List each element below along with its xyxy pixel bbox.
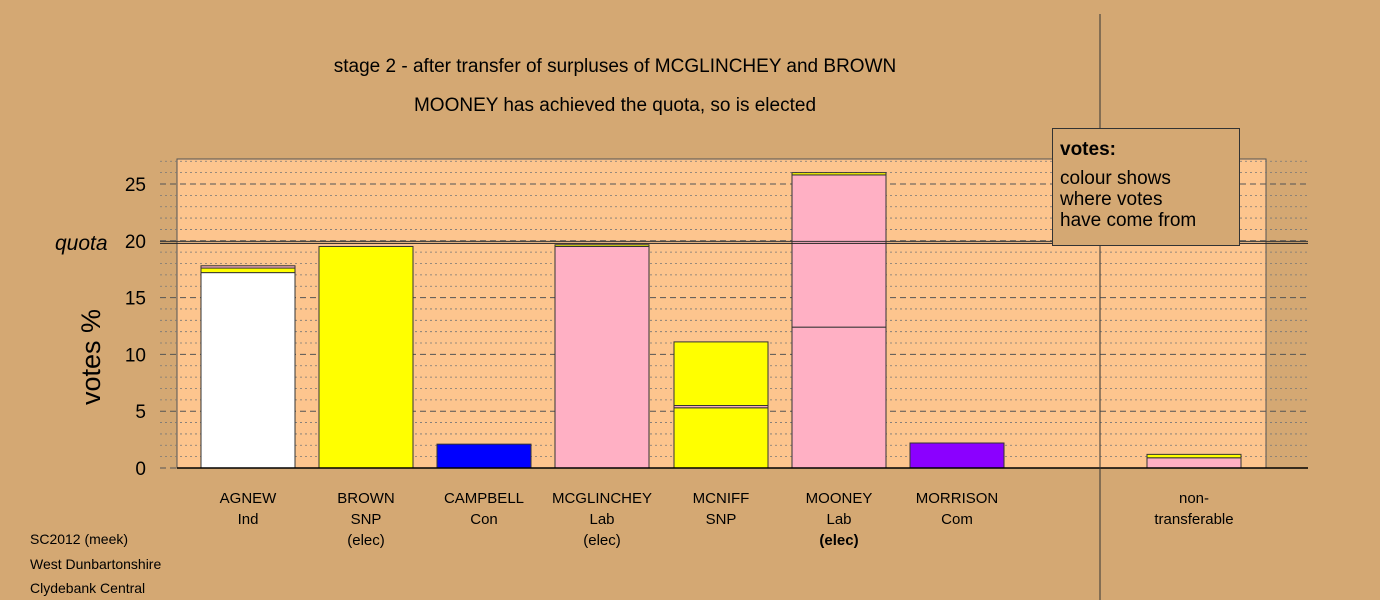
- bar-morrison-segment-1: [909, 442, 1005, 469]
- chart-title: stage 2 - after transfer of surpluses of…: [333, 56, 897, 77]
- bar-mcniff-segment-3: [673, 341, 769, 407]
- bar-mooney-segment-1: [791, 326, 887, 469]
- bar-mcniff-segment-1: [673, 407, 769, 469]
- candidate-name: MOONEY: [805, 490, 873, 507]
- candidate-party: Ind: [237, 511, 259, 528]
- y-tick-label: 20: [125, 232, 146, 253]
- bar-mooney-segment-2: [791, 174, 887, 328]
- candidate-party: Com: [941, 511, 973, 528]
- legend-line-3: have come from: [1060, 210, 1197, 231]
- y-tick-label: 0: [135, 459, 146, 480]
- candidate-label-brown: BROWN SNP (elec): [301, 488, 431, 551]
- y-axis-label: votes %: [76, 309, 106, 405]
- y-tick-label: 15: [125, 289, 146, 310]
- y-tick-label: 5: [135, 402, 146, 423]
- bar-campbell-segment-1: [436, 443, 532, 469]
- legend-title: votes:: [1060, 139, 1116, 160]
- non-transferable-label: non- transferable: [1129, 488, 1259, 530]
- bar-agnew-segment-2: [200, 267, 296, 274]
- candidate-label-mcglinchey: MCGLINCHEY Lab (elec): [537, 488, 667, 551]
- candidate-party: SNP: [705, 511, 737, 528]
- legend-line-2: where votes: [1060, 189, 1163, 210]
- candidate-name: CAMPBELL: [443, 490, 525, 507]
- candidate-name: MORRISON: [915, 490, 999, 507]
- candidate-label-campbell: CAMPBELL Con: [419, 488, 549, 530]
- bar-non-transferable-segment-2: [1146, 453, 1242, 459]
- legend-line-1: colour shows: [1060, 168, 1171, 189]
- candidate-name: AGNEW: [219, 490, 277, 507]
- candidate-label-agnew: AGNEW Ind: [183, 488, 313, 530]
- chart-subtitle: MOONEY has achieved the quota, so is ele…: [413, 95, 817, 116]
- bar-agnew-segment-1: [200, 272, 296, 469]
- non-transferable-line-1: non-: [1178, 490, 1210, 507]
- candidate-party: Lab: [826, 511, 852, 528]
- bar-brown-segment-1: [318, 245, 414, 469]
- bar-mcglinchey-segment-1: [554, 245, 650, 469]
- candidate-party: Con: [470, 511, 498, 528]
- candidate-status: (elec): [583, 532, 621, 549]
- bar-non-transferable-segment-1: [1146, 457, 1242, 469]
- footer-line-3: Clydebank Central: [30, 580, 146, 596]
- footer-line-1: SC2012 (meek): [30, 531, 129, 547]
- non-transferable-line-2: transferable: [1154, 511, 1234, 528]
- footer-line-2: West Dunbartonshire: [30, 556, 162, 572]
- candidate-status: (elec): [819, 532, 859, 549]
- candidate-label-mcniff: MCNIFF SNP: [656, 488, 786, 530]
- candidate-label-mooney: MOONEY Lab (elec): [774, 488, 904, 551]
- candidate-name: MCGLINCHEY: [551, 490, 652, 507]
- candidate-party: SNP: [350, 511, 382, 528]
- candidate-party: Lab: [589, 511, 615, 528]
- candidate-label-morrison: MORRISON Com: [892, 488, 1022, 530]
- candidate-name: MCNIFF: [692, 490, 750, 507]
- bar-mooney-segment-3: [791, 172, 887, 176]
- bar-agnew-segment-3: [200, 265, 296, 269]
- bar-mcglinchey-segment-2: [554, 244, 650, 247]
- y-tick-label: 10: [125, 345, 146, 366]
- candidate-status: (elec): [347, 532, 385, 549]
- candidate-name: BROWN: [337, 490, 395, 507]
- y-tick-label: 25: [125, 175, 146, 196]
- quota-label: quota: [55, 232, 108, 255]
- legend-box: votes: colour shows where votes have com…: [1052, 128, 1240, 246]
